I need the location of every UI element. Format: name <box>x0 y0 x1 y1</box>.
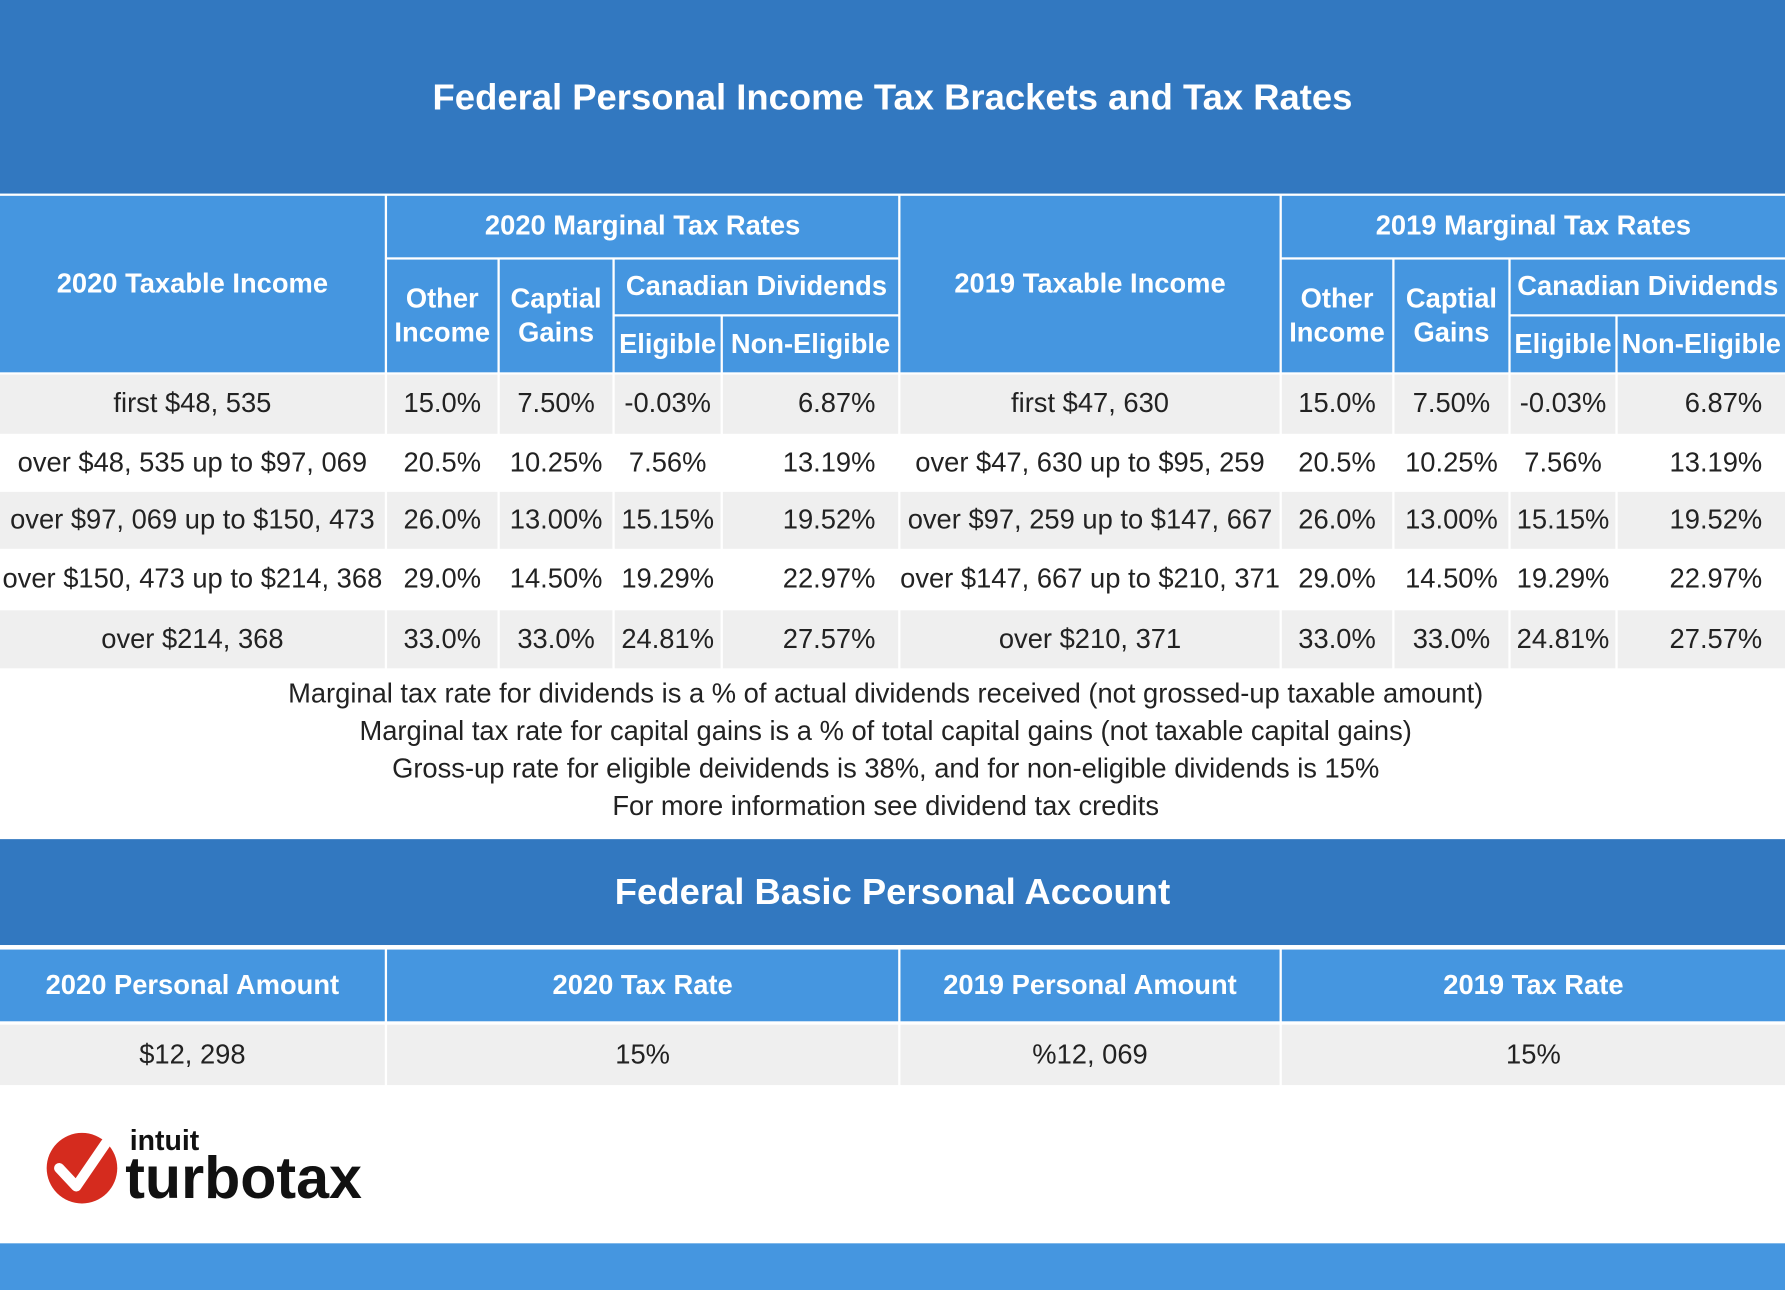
table-cell: over $97, 259 up to $147, 667 <box>900 491 1280 549</box>
table-cell: 26.0% <box>387 491 498 549</box>
logo-check <box>54 1138 111 1192</box>
column-header: 2020 Taxable Income <box>0 195 385 373</box>
table-cell: 15% <box>387 1024 899 1086</box>
table-cell: 19.52% <box>1617 491 1785 549</box>
table-cell: 15% <box>1281 1024 1785 1086</box>
table-cell: 19.52% <box>722 491 899 549</box>
logo: intuit turbotax <box>46 1125 362 1211</box>
table-cell: 19.29% <box>614 551 721 608</box>
table-cell: over $214, 368 <box>0 610 385 669</box>
table-cell: over $97, 069 up to $150, 473 <box>0 491 385 549</box>
table-cell: 13.19% <box>1617 436 1785 490</box>
column-header: Captial Gains <box>1394 259 1509 373</box>
group-header: Canadian Dividends <box>1510 259 1785 315</box>
column-header: Non-Eligible <box>722 316 899 373</box>
column-header: Other Income <box>1281 259 1393 373</box>
table-cell: 20.5% <box>1281 436 1393 490</box>
table-cell: 15.0% <box>387 374 498 434</box>
group-header: 2019 Marginal Tax Rates <box>1281 195 1785 258</box>
table-cell: 27.57% <box>1617 610 1785 669</box>
table-cell: 13.00% <box>499 491 613 549</box>
column-header: 2020 Tax Rate <box>387 949 899 1022</box>
table-cell: 10.25% <box>499 436 613 490</box>
table-cell: 27.57% <box>722 610 899 669</box>
table-cell: 26.0% <box>1281 491 1393 549</box>
table-cell: over $210, 371 <box>900 610 1280 669</box>
table-cell: over $47, 630 up to $95, 259 <box>900 436 1280 490</box>
table-cell: 19.29% <box>1510 551 1616 608</box>
table-cell: 7.50% <box>499 374 613 434</box>
table-cell: 13.19% <box>722 436 899 490</box>
section-title: Federal Basic Personal Account <box>0 839 1785 946</box>
table-cell: 15.15% <box>1510 491 1616 549</box>
table-cell: 14.50% <box>1394 551 1509 608</box>
column-header: Eligible <box>614 316 721 373</box>
table-cell: 29.0% <box>387 551 498 608</box>
table-cell: 33.0% <box>499 610 613 669</box>
group-header: 2020 Marginal Tax Rates <box>387 195 899 258</box>
table-cell: 6.87% <box>1617 374 1785 434</box>
table-cell: 24.81% <box>614 610 721 669</box>
column-header: 2019 Taxable Income <box>900 195 1280 373</box>
table-cell: over $48, 535 up to $97, 069 <box>0 436 385 490</box>
table-cell: 33.0% <box>387 610 498 669</box>
column-header: 2019 Tax Rate <box>1281 949 1785 1022</box>
page-title: Federal Personal Income Tax Brackets and… <box>0 0 1785 194</box>
table-cell: 33.0% <box>1394 610 1509 669</box>
note: Marginal tax rate for dividends is a % o… <box>288 678 1484 710</box>
table-cell: over $150, 473 up to $214, 368 <box>0 551 385 608</box>
table-cell: first $48, 535 <box>0 374 385 434</box>
table-cell: $12, 298 <box>0 1024 385 1086</box>
table-cell: 13.00% <box>1394 491 1509 549</box>
logo-brand: intuit <box>130 1125 200 1157</box>
table-cell: 29.0% <box>1281 551 1393 608</box>
note: Marginal tax rate for capital gains is a… <box>359 716 1412 747</box>
column-header: Captial Gains <box>499 259 613 373</box>
table-cell: 33.0% <box>1281 610 1393 669</box>
logo-product: turbotax <box>125 1144 362 1211</box>
note: Gross-up rate for eligible deividends is… <box>392 753 1380 785</box>
table-cell: first $47, 630 <box>900 374 1280 434</box>
table-cell: -0.03% <box>614 374 721 434</box>
column-header: Non-Eligible <box>1617 316 1785 373</box>
table-cell: 15.15% <box>614 491 721 549</box>
table-cell: 20.5% <box>387 436 498 490</box>
column-header: Other Income <box>387 259 498 373</box>
table-cell: 7.56% <box>1510 436 1616 490</box>
table-cell: over $147, 667 up to $210, 371 <box>900 551 1280 608</box>
table-cell: 15.0% <box>1281 374 1393 434</box>
note: For more information see dividend tax cr… <box>612 791 1160 823</box>
column-header: 2020 Personal Amount <box>0 949 385 1022</box>
column-header: 2019 Personal Amount <box>900 949 1280 1022</box>
table-cell: 14.50% <box>499 551 613 608</box>
table-cell: 22.97% <box>722 551 899 608</box>
table-cell: 22.97% <box>1617 551 1785 608</box>
group-header: Canadian Dividends <box>614 259 899 315</box>
table-cell: -0.03% <box>1510 374 1616 434</box>
column-header: Eligible <box>1510 316 1616 373</box>
table-cell: 6.87% <box>722 374 899 434</box>
table-cell: 7.56% <box>614 436 721 490</box>
table-cell: %12, 069 <box>900 1024 1280 1086</box>
footer-band <box>0 1243 1785 1290</box>
table-cell: 24.81% <box>1510 610 1616 669</box>
table-cell: 10.25% <box>1394 436 1509 490</box>
table-cell: 7.50% <box>1394 374 1509 434</box>
